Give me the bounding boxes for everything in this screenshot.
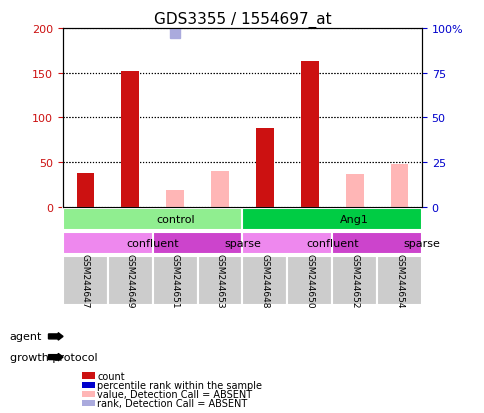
Bar: [211, 171, 228, 207]
FancyBboxPatch shape: [242, 233, 332, 255]
Text: sparse: sparse: [403, 239, 439, 249]
Text: GSM244647: GSM244647: [81, 254, 90, 308]
FancyBboxPatch shape: [197, 256, 242, 306]
Text: Ang1: Ang1: [339, 214, 368, 224]
FancyBboxPatch shape: [332, 233, 421, 255]
Text: confluent: confluent: [305, 239, 358, 249]
Text: GSM244649: GSM244649: [125, 254, 135, 308]
Text: rank, Detection Call = ABSENT: rank, Detection Call = ABSENT: [97, 398, 247, 408]
Text: sparse: sparse: [224, 239, 260, 249]
Bar: [345, 175, 363, 207]
FancyBboxPatch shape: [152, 256, 197, 306]
Title: GDS3355 / 1554697_at: GDS3355 / 1554697_at: [153, 12, 331, 28]
Text: GSM244653: GSM244653: [215, 254, 224, 308]
Text: GSM244648: GSM244648: [260, 254, 269, 308]
FancyBboxPatch shape: [152, 233, 242, 255]
Text: value, Detection Call = ABSENT: value, Detection Call = ABSENT: [97, 389, 252, 399]
Text: control: control: [155, 214, 194, 224]
Bar: [390, 164, 408, 207]
FancyBboxPatch shape: [63, 208, 242, 230]
FancyBboxPatch shape: [332, 256, 376, 306]
Text: GSM244652: GSM244652: [349, 254, 359, 308]
FancyBboxPatch shape: [287, 256, 332, 306]
FancyBboxPatch shape: [63, 233, 152, 255]
Text: agent: agent: [10, 332, 42, 342]
Text: count: count: [97, 371, 124, 381]
Bar: [166, 191, 184, 207]
Text: GSM244650: GSM244650: [304, 254, 314, 308]
Text: percentile rank within the sample: percentile rank within the sample: [97, 380, 261, 390]
Text: GSM244654: GSM244654: [394, 254, 403, 308]
FancyBboxPatch shape: [63, 256, 107, 306]
Bar: [121, 72, 139, 207]
FancyBboxPatch shape: [376, 256, 421, 306]
FancyBboxPatch shape: [242, 256, 287, 306]
Text: growth protocol: growth protocol: [10, 352, 97, 362]
FancyBboxPatch shape: [242, 208, 421, 230]
Text: confluent: confluent: [126, 239, 179, 249]
FancyBboxPatch shape: [107, 256, 152, 306]
Text: GSM244651: GSM244651: [170, 254, 180, 308]
Bar: [76, 173, 94, 207]
Bar: [300, 62, 318, 207]
Bar: [256, 129, 273, 207]
